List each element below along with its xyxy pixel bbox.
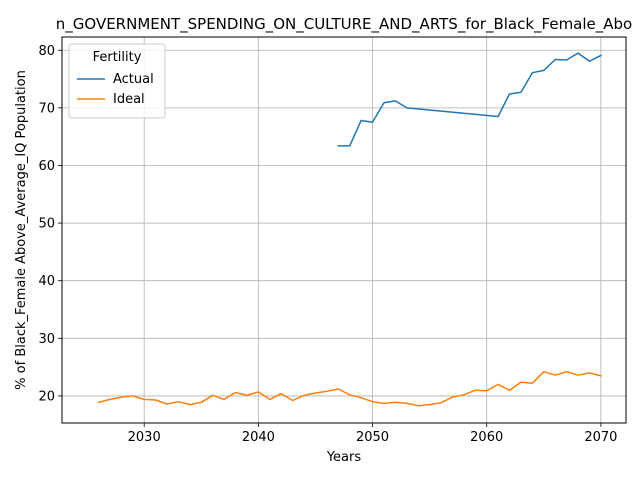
legend-label-ideal: Ideal (113, 92, 145, 107)
x-axis-label: Years (326, 450, 362, 465)
x-axis: 2030 2040 2050 2060 2070 (128, 423, 617, 445)
series-group (97, 52, 602, 407)
y-tick-label: 70 (38, 101, 55, 116)
y-tick-label: 20 (38, 389, 55, 404)
chart-title: n_GOVERNMENT_SPENDING_ON_CULTURE_AND_ART… (56, 15, 632, 34)
y-tick-label: 80 (38, 44, 55, 59)
y-tick-label: 40 (38, 274, 55, 289)
y-axis: 20 30 40 50 60 70 80 (38, 44, 62, 404)
y-tick-label: 30 (38, 332, 55, 347)
series-line-ideal (97, 370, 602, 407)
y-tick-label: 60 (38, 159, 55, 174)
x-tick-label: 2070 (584, 430, 617, 445)
x-tick-label: 2060 (470, 430, 503, 445)
legend-label-actual: Actual (113, 72, 154, 87)
series-line-actual (337, 52, 602, 147)
legend-title: Fertility (93, 50, 142, 65)
x-tick-label: 2040 (242, 430, 275, 445)
plot-frame (61, 36, 627, 424)
y-tick-label: 50 (38, 217, 55, 232)
x-tick-label: 2050 (356, 430, 389, 445)
y-axis-label: % of Black_Female Above_Average_IQ Popul… (14, 70, 29, 390)
grid (62, 37, 626, 423)
legend: Fertility Actual Ideal (68, 43, 166, 119)
x-tick-label: 2030 (128, 430, 161, 445)
